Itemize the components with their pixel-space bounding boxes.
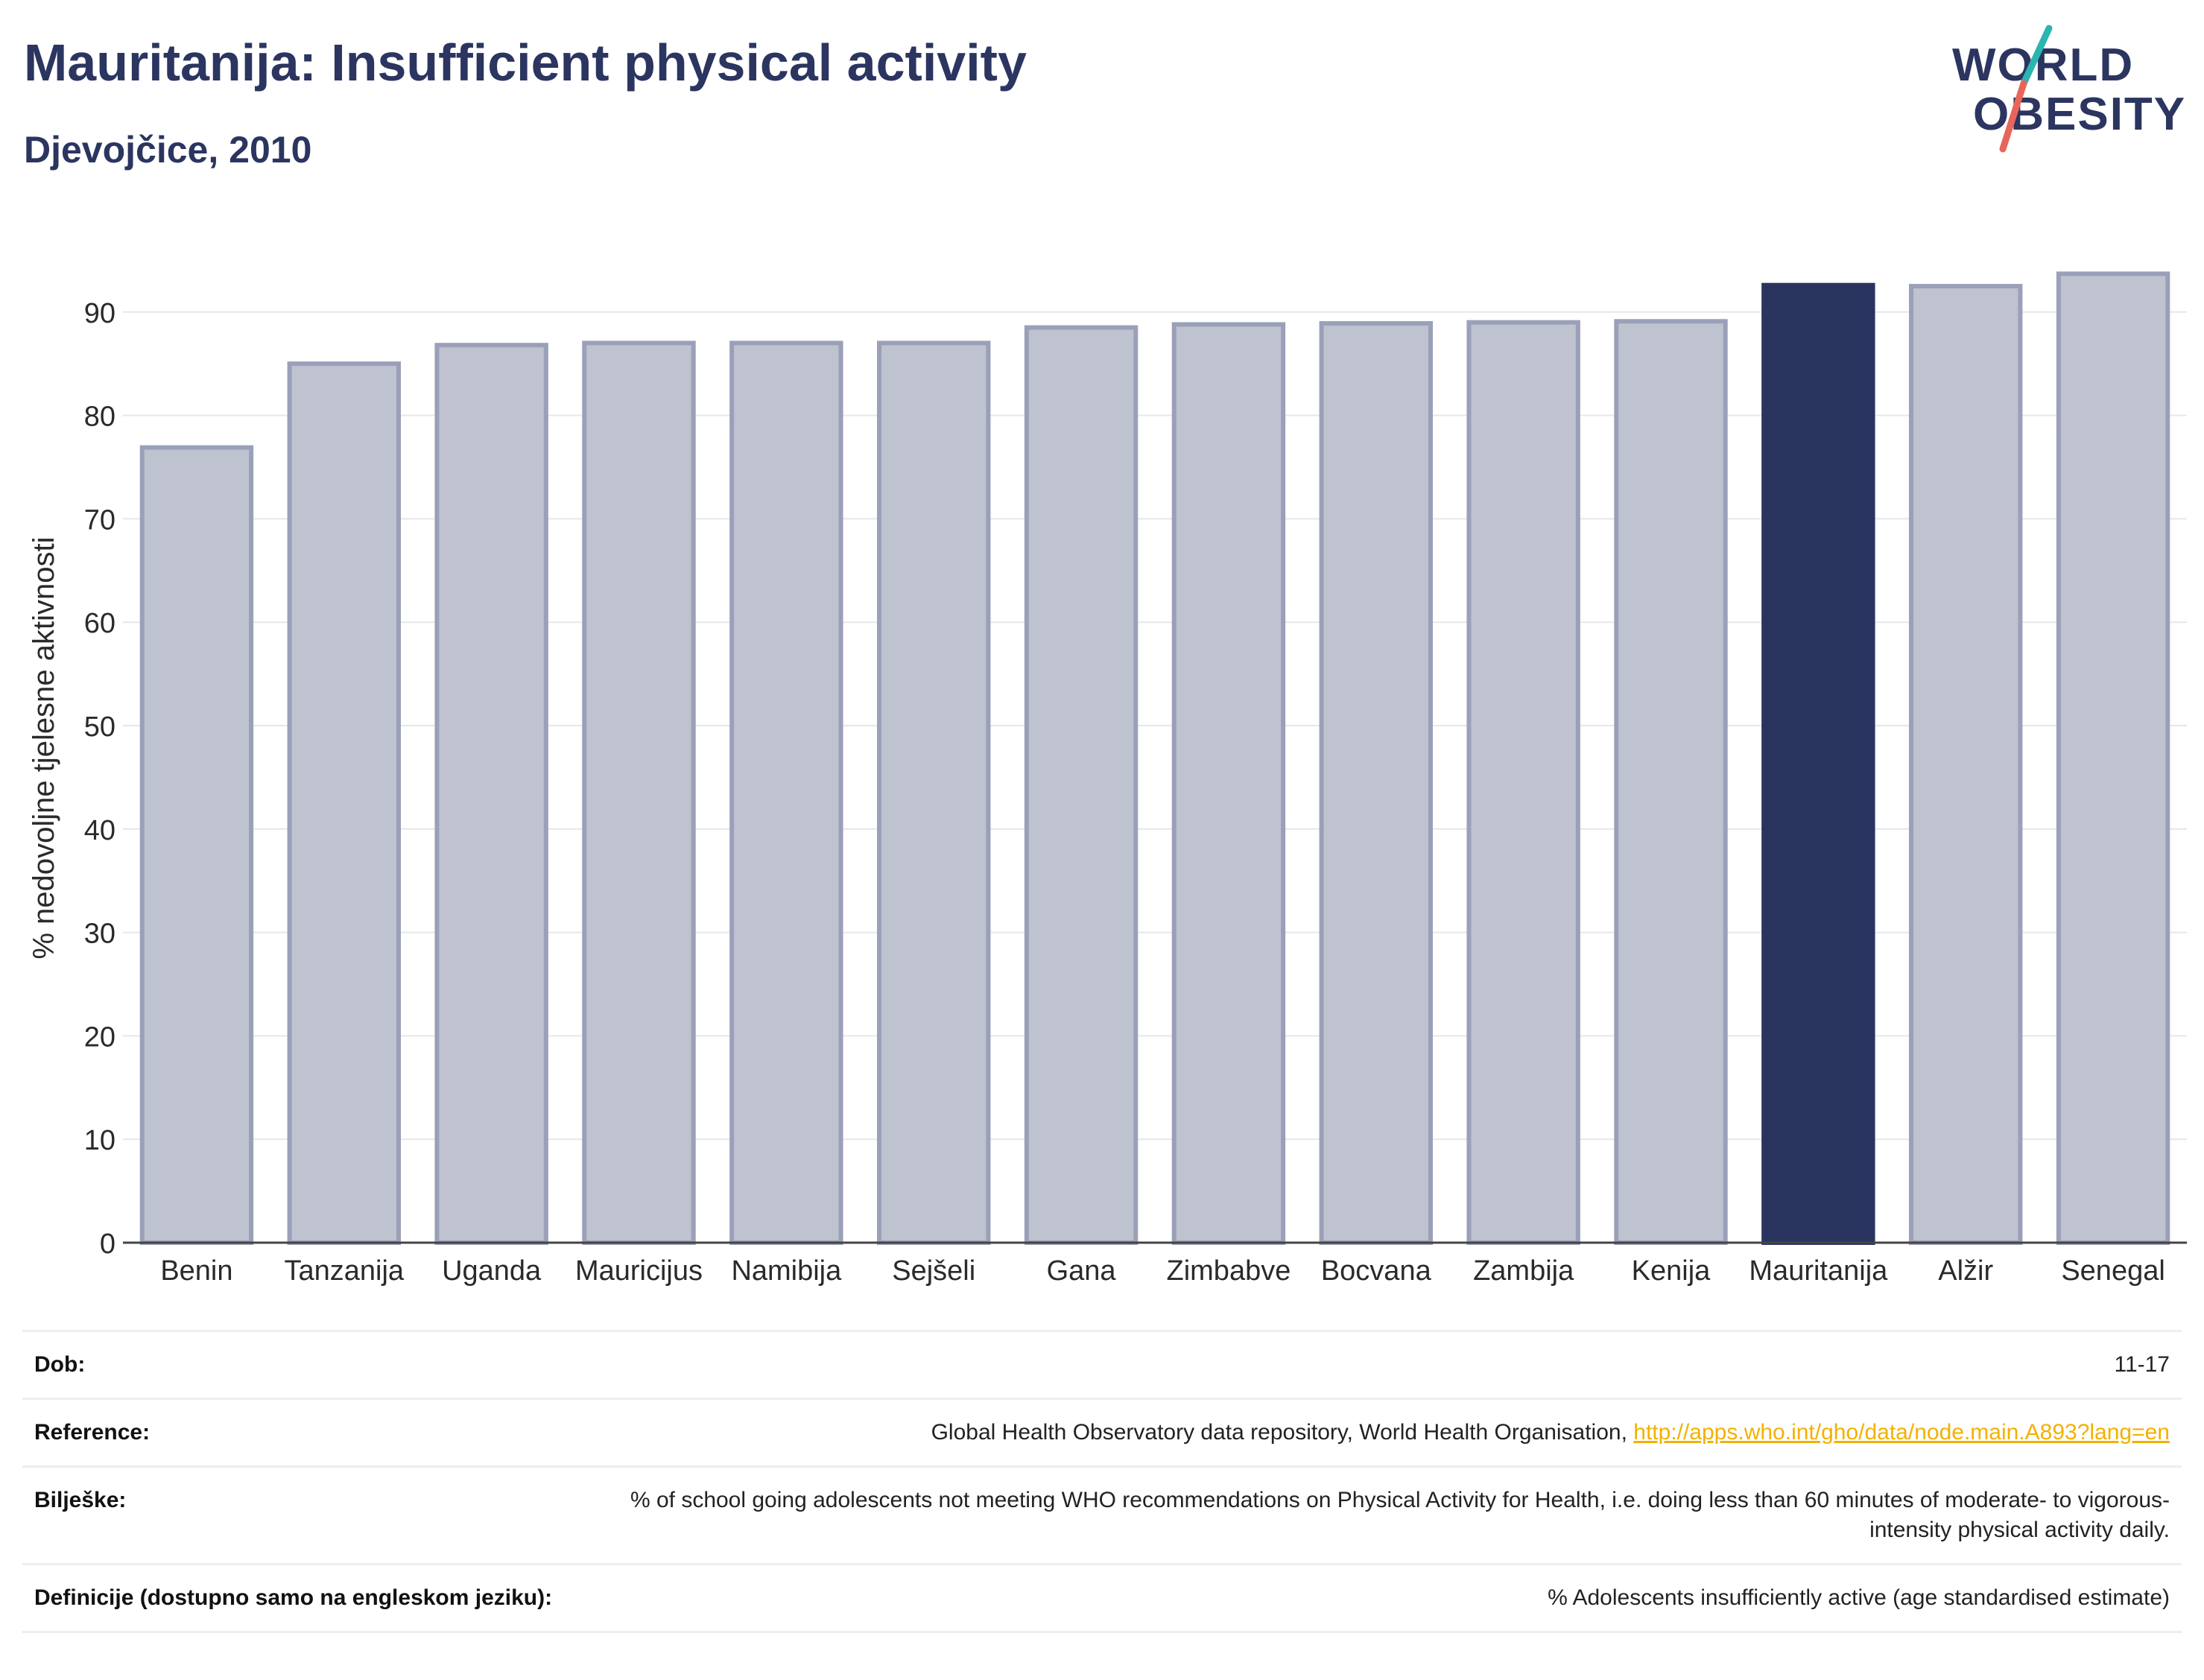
bar-zambija[interactable]	[1466, 320, 1580, 1245]
bar-bocvana[interactable]	[1319, 321, 1433, 1245]
y-tick-label: 30	[84, 919, 115, 950]
info-row-reference: Reference: Global Health Observatory dat…	[22, 1398, 2182, 1465]
bars	[139, 271, 2170, 1246]
bar-zimbabve[interactable]	[1171, 322, 1286, 1245]
world-obesity-logo: WORLD OBESITY	[1945, 22, 2191, 156]
x-tick-label: Uganda	[442, 1255, 542, 1287]
age-label: Dob:	[34, 1352, 86, 1377]
x-tick-label: Gana	[1047, 1255, 1117, 1287]
y-tick-label: 50	[84, 711, 115, 743]
definitions-value: % Adolescents insufficiently active (age…	[1548, 1585, 2170, 1610]
info-table: Dob: 11-17 Reference: Global Health Obse…	[22, 1330, 2182, 1633]
x-tick-label: Zimbabve	[1167, 1255, 1291, 1287]
x-tick-label: Sejšeli	[892, 1255, 975, 1287]
page-title: Mauritanija: Insufficient physical activ…	[24, 34, 1027, 92]
x-tick-label: Zambija	[1473, 1255, 1574, 1287]
grid-lines	[123, 311, 2187, 1141]
x-tick-label: Mauricijus	[575, 1255, 703, 1287]
x-tick-label: Alžir	[1938, 1255, 1993, 1287]
bar-namibija[interactable]	[729, 340, 843, 1246]
y-tick-label: 40	[84, 815, 115, 846]
logo-slash-icon	[1999, 25, 2053, 153]
notes-label: Bilješke:	[34, 1488, 127, 1512]
bar-sejšeli[interactable]	[877, 340, 991, 1246]
bar-alžir[interactable]	[1909, 284, 2023, 1246]
bar-tanzanija[interactable]	[287, 361, 401, 1246]
y-tick-label: 60	[84, 608, 115, 639]
bar-mauricijus[interactable]	[582, 340, 696, 1246]
definitions-label: Definicije (dostupno samo na engleskom j…	[34, 1585, 553, 1610]
age-value: 11-17	[2114, 1352, 2170, 1377]
notes-value: % of school going adolescents not meetin…	[630, 1488, 2170, 1542]
bar-mauritanija[interactable]	[1761, 282, 1875, 1245]
info-row-definitions: Definicije (dostupno samo na engleskom j…	[22, 1563, 2182, 1633]
reference-value: Global Health Observatory data repositor…	[919, 1400, 2182, 1465]
x-tick-label: Namibija	[731, 1255, 842, 1287]
x-tick-label: Senegal	[2061, 1255, 2165, 1287]
reference-link[interactable]: http://apps.who.int/gho/data/node.main.A…	[1633, 1420, 2170, 1445]
y-axis-ticks: 0 10 20 30 40 50 60 70 80 90	[84, 298, 115, 1260]
bar-gana[interactable]	[1024, 325, 1139, 1245]
bar-senegal[interactable]	[2056, 271, 2170, 1246]
info-row-notes: Bilješke: % of school going adolescents …	[22, 1465, 2182, 1563]
y-tick-label: 80	[84, 402, 115, 433]
y-tick-label: 0	[100, 1229, 115, 1260]
x-tick-label: Kenija	[1632, 1255, 1711, 1287]
x-tick-label: Tanzanija	[285, 1255, 405, 1287]
x-tick-label: Bocvana	[1321, 1255, 1432, 1287]
bar-benin[interactable]	[139, 445, 254, 1245]
reference-label: Reference:	[34, 1420, 151, 1445]
x-tick-label: Mauritanija	[1749, 1255, 1888, 1287]
y-tick-label: 10	[84, 1125, 115, 1156]
y-tick-label: 90	[84, 298, 115, 329]
y-tick-label: 70	[84, 504, 115, 536]
info-row-age: Dob: 11-17	[22, 1330, 2182, 1398]
page-subtitle: Djevojčice, 2010	[24, 129, 312, 171]
bar-kenija[interactable]	[1614, 319, 1728, 1246]
y-axis-label: % nedovoljne tjelesne aktivnosti	[28, 536, 60, 959]
y-tick-label: 20	[84, 1021, 115, 1053]
x-axis-ticks: Benin Tanzanija Uganda Mauricijus Namibija Se…	[160, 1255, 2165, 1287]
reference-text: Global Health Observatory data repositor…	[931, 1420, 1634, 1445]
x-tick-label: Benin	[160, 1255, 232, 1287]
bar-chart: 0 10 20 30 40 50 60 70 80 90 Benin Tanzanija Uganda…	[28, 271, 2187, 1287]
bar-uganda[interactable]	[434, 343, 548, 1246]
